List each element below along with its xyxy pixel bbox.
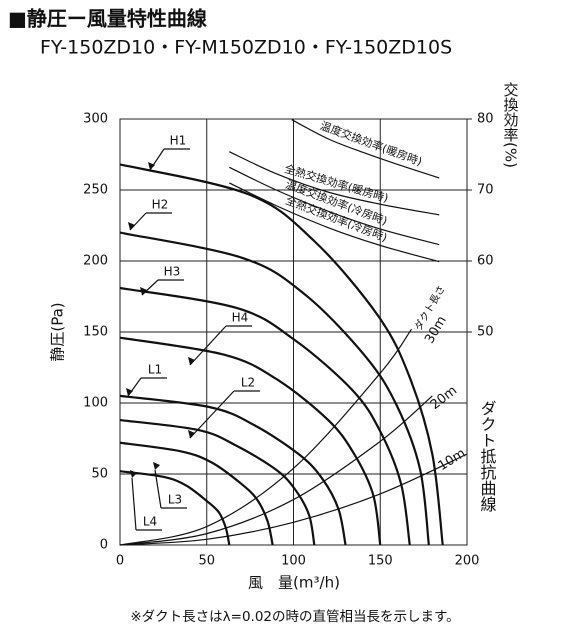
series-line	[119, 231, 430, 546]
x-tick-label: 0	[116, 554, 124, 569]
series-line	[229, 182, 440, 263]
x-axis-label: 風 量(m³/h)	[248, 574, 340, 592]
curve-label: L2	[241, 376, 255, 390]
curve-label: H3	[164, 265, 181, 279]
series-line	[119, 441, 274, 546]
x-tick-label: 150	[368, 554, 393, 569]
curve-label: H2	[152, 198, 169, 212]
leader-arrow	[126, 388, 133, 396]
curve-label: L1	[148, 363, 162, 377]
y2-tick-label: 50	[477, 325, 494, 340]
series-line	[119, 163, 444, 546]
series-line	[229, 166, 440, 246]
series-line	[291, 119, 440, 179]
series-line	[119, 286, 411, 546]
y2-tick-label: 80	[477, 112, 494, 127]
series-line	[229, 151, 440, 216]
footnote: ※ダクト長さはλ=0.02の時の直管相当長を示します。	[130, 609, 459, 625]
curve-label: H4	[232, 311, 249, 325]
chart-subtitle: FY-150ZD10・FY-M150ZD10・FY-150ZD10S	[40, 37, 452, 59]
y-tick-label: 300	[83, 112, 108, 127]
duct-label: 10m	[436, 446, 469, 474]
y-axis-label: 静圧(Pa)	[49, 302, 67, 361]
leader-arrow	[148, 162, 155, 170]
x-tick-label: 200	[455, 554, 480, 569]
x-tick-label: 50	[198, 554, 215, 569]
chart-title: ■静圧ー風量特性曲線	[8, 7, 207, 31]
curve-label: 温度交換効率(暖房時)	[318, 118, 424, 168]
y2-tick-label: 60	[477, 254, 494, 269]
leader-line	[189, 390, 235, 439]
y2-axis-label: 交換効率(%)	[502, 81, 520, 168]
series-line	[119, 395, 433, 546]
y-tick-label: 0	[100, 538, 108, 553]
x-tick-label: 100	[281, 554, 306, 569]
leader-line	[131, 477, 137, 531]
leader-line	[141, 279, 159, 296]
leader-arrow	[153, 462, 160, 470]
y-tick-label: 50	[91, 467, 108, 482]
series-line	[119, 336, 382, 546]
duct-label: 20m	[428, 383, 460, 413]
curve-label: H1	[170, 134, 187, 148]
duct-annotation: ダクト抵抗曲線	[478, 400, 497, 512]
curve-label: L3	[168, 493, 182, 507]
leader-line	[189, 325, 227, 366]
y-tick-label: 100	[83, 396, 108, 411]
leader-arrow	[188, 430, 195, 438]
series-line	[119, 453, 468, 546]
y-tick-label: 200	[83, 254, 108, 269]
y-tick-label: 250	[83, 183, 108, 198]
leader-arrow	[140, 287, 147, 295]
leader-arrow	[130, 470, 137, 478]
series-line	[119, 328, 412, 546]
y-tick-label: 150	[83, 325, 108, 340]
y2-tick-label: 70	[477, 183, 494, 198]
leader-arrow	[128, 222, 135, 230]
curve-label: L4	[143, 515, 157, 529]
leader-arrow	[188, 357, 195, 365]
